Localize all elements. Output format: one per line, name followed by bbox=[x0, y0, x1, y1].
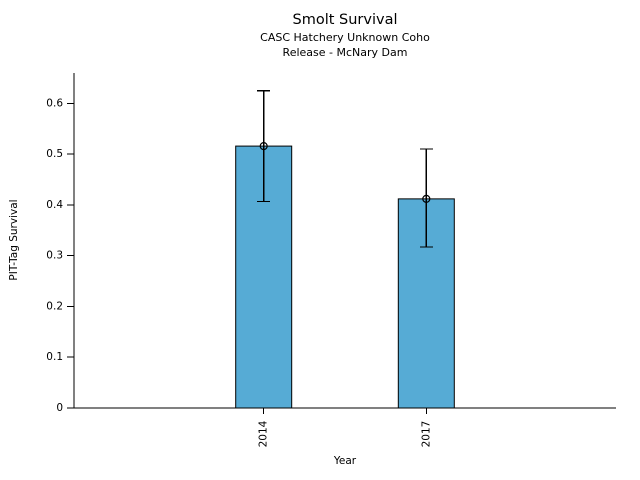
y-tick-label: 0.5 bbox=[46, 148, 63, 160]
y-tick-label: 0.4 bbox=[46, 199, 63, 211]
y-tick-label: 0.1 bbox=[46, 351, 63, 363]
y-tick-label: 0.2 bbox=[46, 300, 63, 312]
point-marker bbox=[422, 194, 431, 203]
y-tick-label: 0 bbox=[56, 402, 63, 414]
x-tick-label: 2017 bbox=[420, 421, 432, 448]
chart-subtitle-line2: Release - McNary Dam bbox=[282, 46, 408, 59]
point-marker bbox=[259, 141, 268, 151]
y-axis-label: PIT-Tag Survival bbox=[8, 199, 20, 281]
x-tick-label: 2014 bbox=[258, 420, 270, 447]
x-axis-label: Year bbox=[333, 455, 357, 467]
y-tick-label: 0.6 bbox=[46, 97, 63, 109]
chart-subtitle-line1: CASC Hatchery Unknown Coho bbox=[260, 31, 430, 44]
chart-title: Smolt Survival bbox=[292, 12, 398, 28]
y-tick-label: 0.3 bbox=[46, 250, 63, 262]
